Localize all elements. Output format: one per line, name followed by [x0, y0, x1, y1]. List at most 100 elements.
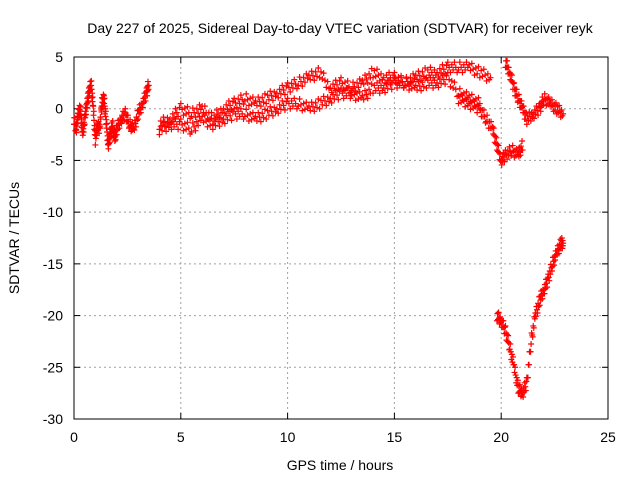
data-point: [363, 75, 370, 82]
data-point: [450, 85, 457, 92]
data-point: [91, 117, 98, 124]
data-point: [408, 79, 415, 86]
data-point: [418, 87, 425, 94]
data-point: [132, 123, 139, 130]
data-point: [427, 64, 434, 71]
data-point: [179, 106, 186, 113]
data-point: [265, 96, 272, 103]
data-point: [209, 126, 216, 133]
data-point: [145, 82, 152, 89]
data-point: [515, 91, 522, 98]
data-point: [157, 117, 164, 124]
data-point: [522, 387, 529, 394]
data-point: [73, 123, 80, 130]
data-point: [455, 92, 462, 99]
data-point: [494, 141, 501, 148]
data-point: [451, 59, 458, 66]
data-point: [520, 394, 527, 401]
data-point: [177, 116, 184, 123]
data-point: [448, 77, 455, 84]
data-point: [340, 86, 347, 93]
data-point: [231, 95, 238, 102]
data-point: [207, 116, 214, 123]
data-point: [374, 79, 381, 86]
data-point: [291, 95, 298, 102]
data-point: [438, 80, 445, 87]
data-point: [362, 87, 369, 94]
data-point: [359, 92, 366, 99]
data-point: [225, 108, 232, 115]
series-dense-band-upper: [156, 59, 494, 133]
data-point: [468, 91, 475, 98]
data-point: [301, 79, 308, 86]
data-point: [451, 79, 458, 86]
data-point: [514, 377, 521, 384]
data-point: [364, 79, 371, 86]
data-point: [338, 74, 344, 81]
data-point: [534, 107, 541, 114]
data-point: [122, 105, 129, 112]
data-point: [84, 104, 91, 111]
data-point: [79, 132, 86, 139]
data-point: [247, 95, 254, 102]
data-point: [507, 341, 514, 348]
data-point: [185, 109, 192, 116]
data-point: [90, 103, 97, 110]
data-point: [444, 69, 451, 76]
data-point: [295, 82, 302, 89]
data-point: [497, 313, 504, 320]
data-point: [280, 102, 287, 109]
data-point: [219, 109, 226, 116]
data-point: [88, 77, 95, 84]
data-point: [85, 97, 92, 104]
data-point: [240, 101, 247, 108]
data-point: [268, 108, 275, 115]
data-point: [248, 101, 255, 108]
y-tick-label: -5: [51, 152, 64, 168]
data-point: [356, 88, 363, 95]
data-point: [300, 74, 307, 81]
data-point: [244, 96, 251, 103]
data-point: [233, 104, 240, 111]
data-point: [551, 262, 558, 269]
data-point: [287, 88, 294, 95]
data-point: [293, 85, 300, 92]
data-point: [213, 114, 220, 121]
data-point: [328, 99, 335, 106]
y-tick-label: -25: [43, 359, 63, 375]
data-point: [164, 114, 171, 121]
data-point: [488, 118, 495, 125]
data-point: [232, 99, 239, 106]
data-point: [480, 66, 487, 73]
data-point: [483, 77, 490, 84]
data-point: [476, 100, 483, 107]
data-point: [380, 85, 387, 92]
data-point: [263, 100, 270, 107]
data-point: [327, 95, 334, 102]
data-point: [116, 125, 123, 132]
data-point: [264, 107, 271, 114]
data-point: [317, 68, 324, 75]
data-point: [200, 119, 207, 126]
data-point: [171, 114, 178, 121]
data-point: [403, 75, 410, 82]
data-point: [319, 75, 326, 82]
data-point: [301, 106, 308, 113]
data-point: [478, 67, 485, 74]
data-point: [552, 256, 559, 263]
data-point: [219, 119, 226, 126]
data-point: [320, 70, 327, 77]
data-point: [273, 90, 280, 97]
data-point: [472, 103, 479, 110]
x-tick-label: 15: [387, 429, 403, 445]
data-point: [81, 121, 88, 128]
data-point: [227, 112, 234, 119]
data-point: [163, 128, 170, 135]
series-dense-band-lower: [156, 69, 483, 138]
data-point: [209, 121, 216, 128]
data-point: [447, 83, 454, 90]
data-point: [135, 116, 142, 123]
data-point: [440, 76, 447, 83]
data-point: [338, 85, 344, 92]
data-point: [255, 109, 262, 116]
